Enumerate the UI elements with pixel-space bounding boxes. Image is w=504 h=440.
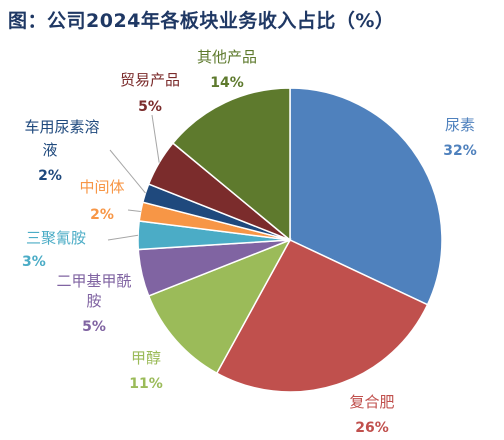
pie-slice [147, 238, 292, 375]
slice-label: 尿素 [445, 116, 475, 134]
leader-line [107, 234, 139, 241]
leader-line [127, 209, 141, 213]
slice-value-label: 14% [210, 75, 244, 91]
slice-value-label: 2% [90, 207, 114, 223]
pie-slice [171, 87, 291, 242]
slice-value-label: 11% [129, 376, 163, 392]
slice-value-label: 5% [82, 319, 106, 335]
slice-label: 二甲基甲酰 [56, 272, 131, 290]
slice-label: 液 [42, 141, 57, 159]
slice-label: 三聚氰胺 [26, 229, 86, 247]
slice-label: 车用尿素溶 [24, 118, 99, 136]
leader-line [151, 114, 160, 163]
slice-label: 甲醇 [131, 349, 161, 367]
slice-label: 胺 [86, 292, 101, 310]
slice-value-label: 5% [138, 99, 162, 115]
slice-label: 贸易产品 [120, 71, 180, 89]
slice-label: 复合肥 [349, 393, 394, 411]
slice-value-label: 32% [443, 143, 477, 159]
chart-title: 图：公司2024年各板块业务收入占比（%） [8, 10, 395, 32]
slice-value-label: 3% [22, 254, 46, 270]
slice-label: 中间体 [79, 178, 124, 196]
leader-line [109, 149, 146, 194]
slice-label: 其他产品 [197, 48, 257, 66]
slice-value-label: 26% [355, 420, 389, 436]
slice-value-label: 2% [38, 168, 62, 184]
pie-slice [289, 87, 443, 306]
